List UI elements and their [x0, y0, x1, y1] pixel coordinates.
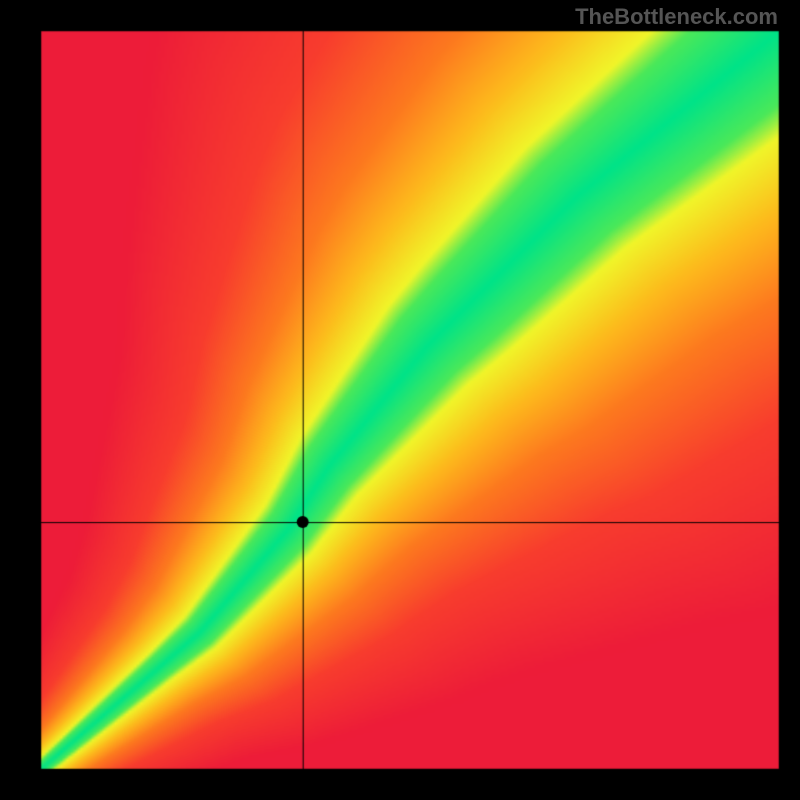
chart-container: { "watermark": { "text": "TheBottleneck.…: [0, 0, 800, 800]
watermark-text: TheBottleneck.com: [575, 4, 778, 30]
bottleneck-heatmap: [0, 0, 800, 800]
